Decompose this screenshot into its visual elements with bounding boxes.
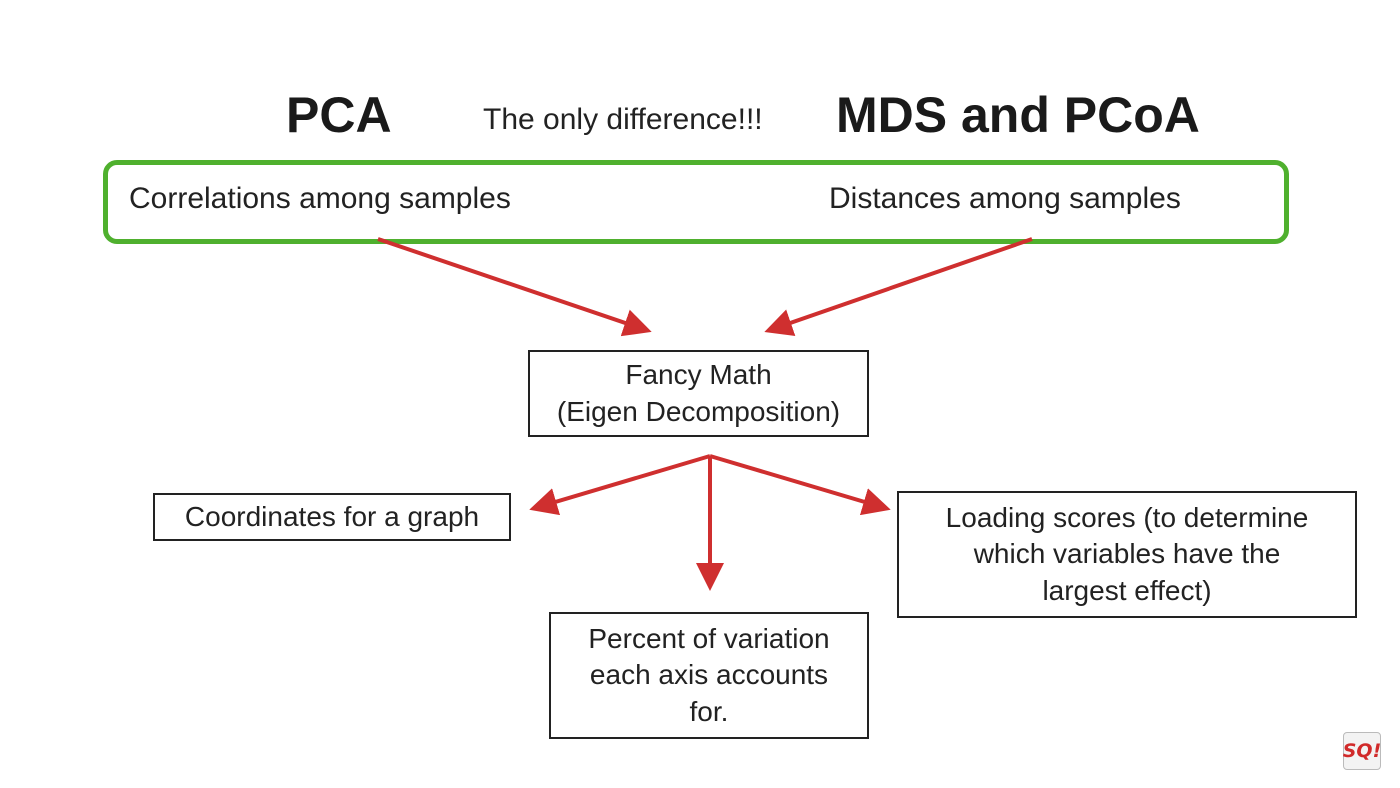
loading-scores-box: Loading scores (to determine which varia… (897, 491, 1357, 618)
correlations-label: Correlations among samples (129, 182, 511, 215)
fancy-math-box: Fancy Math (Eigen Decomposition) (528, 350, 869, 437)
loading-scores-line3: largest effect) (1042, 574, 1212, 606)
difference-caption: The only difference!!! (483, 103, 763, 136)
input-comparison-box (103, 160, 1289, 244)
percent-variation-box: Percent of variation each axis accounts … (549, 612, 869, 739)
distances-label: Distances among samples (829, 182, 1181, 215)
arrow-math-to-coordinates (529, 454, 711, 516)
pca-heading: PCA (286, 87, 392, 143)
mds-pcoa-heading: MDS and PCoA (836, 87, 1200, 143)
coordinates-box: Coordinates for a graph (153, 493, 511, 541)
fancy-math-subtitle: (Eigen Decomposition) (556, 395, 841, 427)
statquest-logo-icon: SQ! (1343, 732, 1381, 770)
coordinates-label: Coordinates for a graph (184, 500, 480, 532)
percent-variation-line2: each axis accounts (589, 659, 829, 691)
fancy-math-title: Fancy Math (625, 359, 772, 391)
loading-scores-line2: which variables have the (973, 538, 1281, 570)
percent-variation-line3: for. (689, 695, 729, 727)
arrow-distances-to-math (764, 237, 1033, 337)
loading-scores-line1: Loading scores (to determine (945, 501, 1309, 533)
percent-variation-line1: Percent of variation (588, 622, 830, 654)
arrow-correlations-to-math (377, 237, 652, 337)
arrow-math-to-loading (709, 454, 891, 516)
